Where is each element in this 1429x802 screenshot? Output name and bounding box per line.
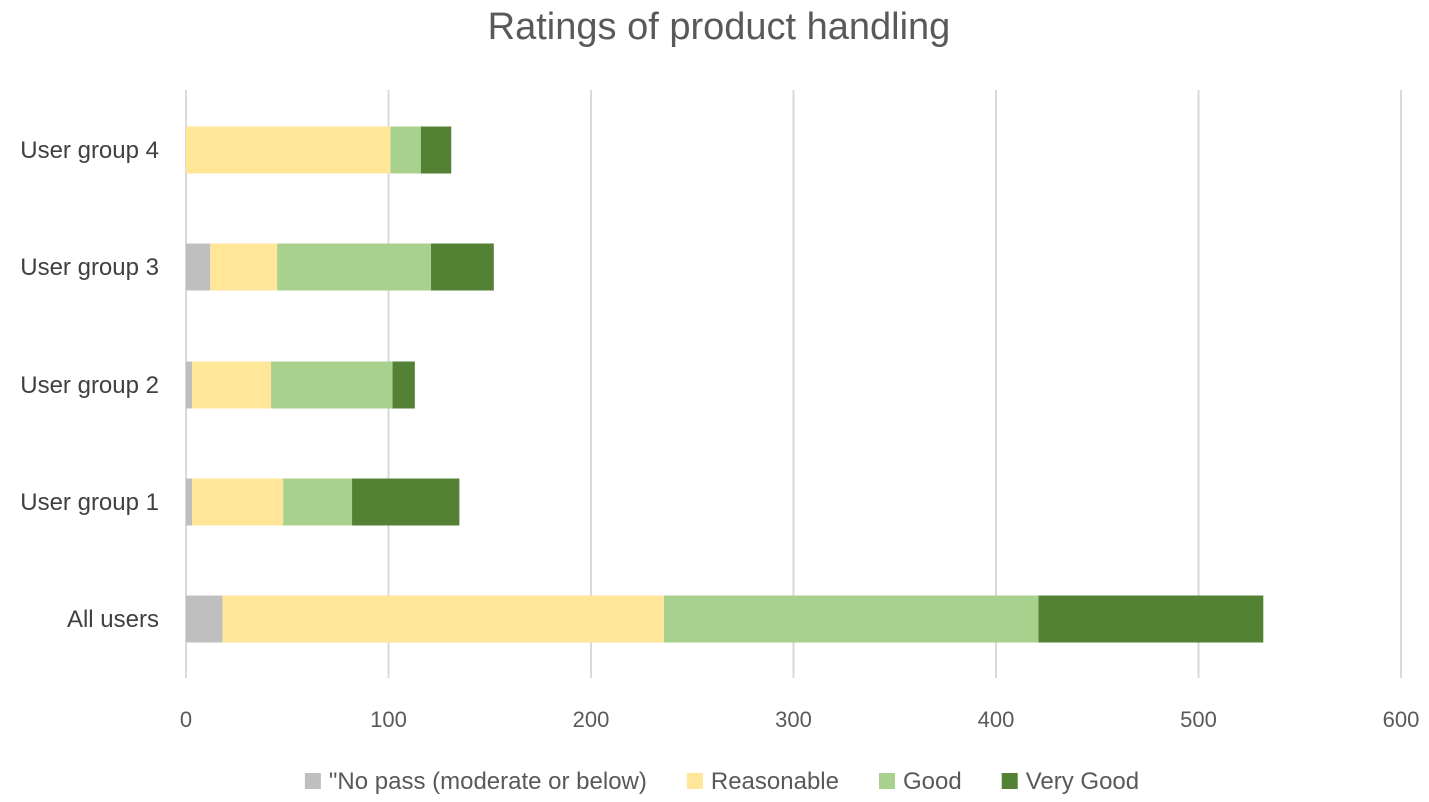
legend-swatch: [1001, 773, 1018, 789]
legend-label: Very Good: [1026, 768, 1139, 795]
x-tick-label: 500: [1180, 707, 1217, 732]
bar-segment: [392, 361, 415, 409]
category-label: User group 2: [20, 372, 159, 399]
bar-segment: [186, 595, 223, 643]
legend-swatch: [304, 773, 321, 789]
legend-swatch: [878, 773, 895, 789]
x-tick-label: 400: [978, 707, 1015, 732]
legend-item: Very Good: [1001, 768, 1139, 795]
bar-segment: [210, 243, 278, 291]
bar-segment: [192, 361, 272, 409]
bar-segment: [192, 478, 284, 526]
chart-title: Ratings of product handling: [487, 6, 951, 48]
bars: [186, 126, 1264, 643]
bar-segment: [352, 478, 460, 526]
bar-segment: [271, 361, 393, 409]
legend-label: Good: [903, 768, 962, 795]
bar-segment: [420, 126, 452, 174]
x-tick-label: 600: [1383, 707, 1420, 732]
x-tick-label: 0: [180, 707, 192, 732]
legend-label: "No pass (moderate or below): [329, 768, 647, 795]
category-label: User group 3: [20, 254, 159, 281]
bar-segment: [222, 595, 664, 643]
bar-segment: [186, 478, 193, 526]
legend-item: Good: [878, 768, 962, 795]
bar-segment: [277, 243, 432, 291]
category-labels: All users User group 1 User group 2 User gr…: [20, 137, 159, 633]
category-label: All users: [67, 606, 159, 633]
bar-segment: [390, 126, 421, 174]
x-tick-label: 200: [573, 707, 610, 732]
category-label: User group 4: [20, 137, 159, 164]
x-tick-label: 300: [775, 707, 812, 732]
category-label: User group 1: [20, 489, 159, 516]
x-axis-ticks: 0 100 200 300 400 500 600: [180, 707, 1419, 732]
bar-segment: [186, 243, 211, 291]
bar-segment: [663, 595, 1039, 643]
legend-swatch: [686, 773, 703, 789]
bar-segment: [186, 126, 391, 174]
x-tick-label: 100: [370, 707, 407, 732]
bar-segment: [186, 361, 193, 409]
legend: "No pass (moderate or below) Reasonable Go…: [304, 768, 1139, 795]
bar-segment: [1038, 595, 1264, 643]
legend-item: "No pass (moderate or below): [304, 768, 647, 795]
legend-item: Reasonable: [686, 768, 839, 795]
legend-label: Reasonable: [711, 768, 839, 795]
bar-segment: [283, 478, 353, 526]
bar-segment: [431, 243, 494, 291]
